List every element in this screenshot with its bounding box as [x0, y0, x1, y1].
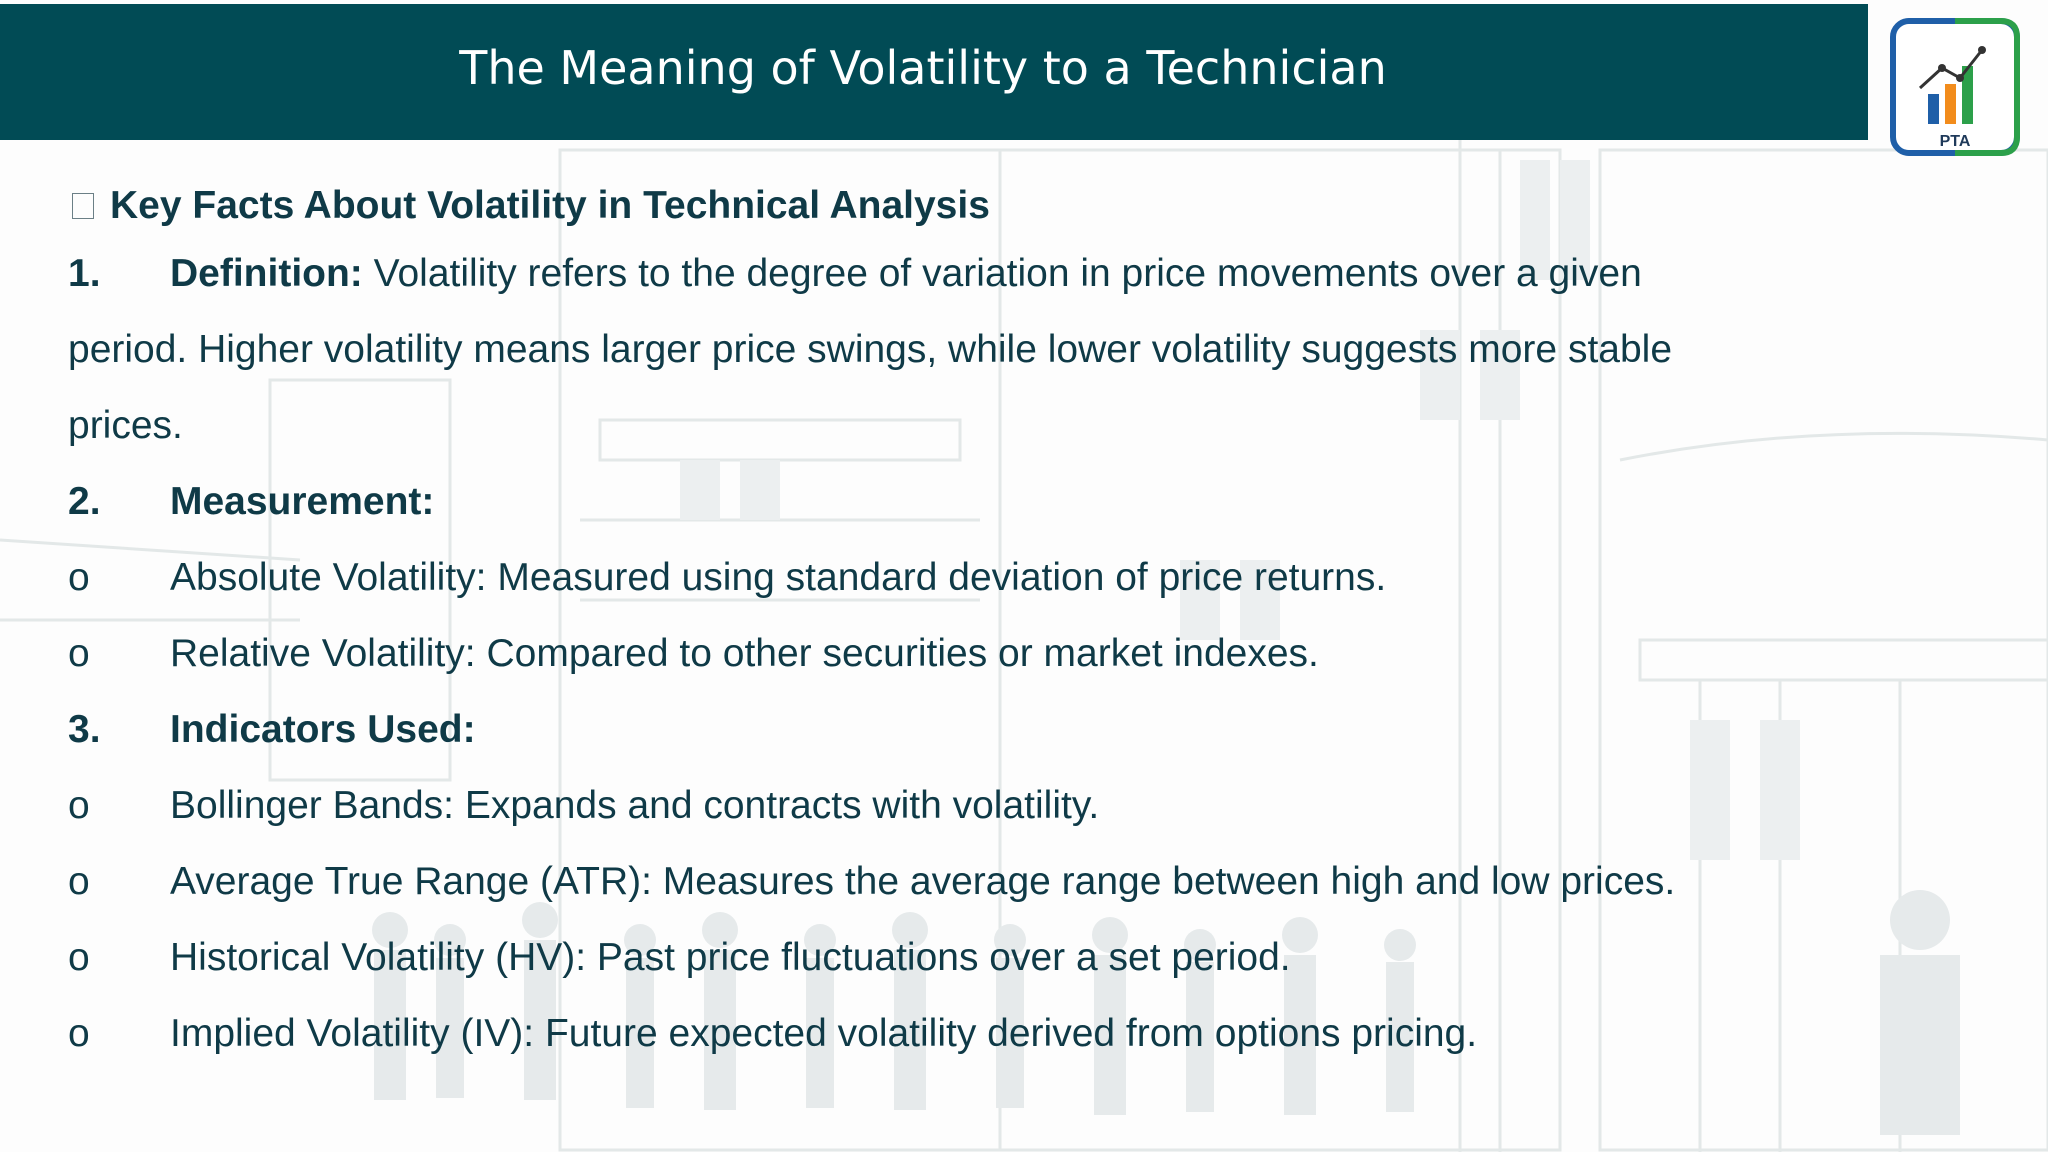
list-item-text: Average True Range (ATR): Measures the a… — [170, 860, 1676, 903]
bullet-marker: o — [68, 632, 90, 675]
section-1-continuation: prices. — [68, 404, 183, 447]
bullet-marker: o — [68, 860, 90, 903]
section-1-line: 1. Definition: Volatility refers to the d… — [68, 236, 1968, 312]
list-item: o Average True Range (ATR): Measures the … — [68, 844, 1968, 920]
list-item: o Bollinger Bands: Expands and contracts … — [68, 768, 1968, 844]
section-label: Indicators Used: — [170, 708, 476, 751]
section-number: 2. — [68, 480, 101, 523]
section-label: Measurement: — [170, 480, 435, 523]
checkbox-glyph-icon — [72, 193, 94, 219]
section-text: Volatility refers to the degree of varia… — [362, 252, 1642, 295]
list-item: o Absolute Volatility: Measured using sta… — [68, 540, 1968, 616]
list-item-text: Relative Volatility: Compared to other s… — [170, 632, 1319, 675]
section-number: 1. — [68, 252, 101, 295]
section-label: Definition: — [170, 252, 363, 295]
list-item-text: Bollinger Bands: Expands and contracts w… — [170, 784, 1100, 827]
section-number: 3. — [68, 708, 101, 751]
list-item: o Historical Volatility (HV): Past price … — [68, 920, 1968, 996]
slide-title: The Meaning of Volatility to a Technicia… — [459, 41, 1387, 95]
list-item: o Implied Volatility (IV): Future expecte… — [68, 996, 1968, 1072]
section-1-continuation: period. Higher volatility means larger p… — [68, 328, 1673, 371]
bullet-marker: o — [68, 936, 90, 979]
list-item-text: Historical Volatility (HV): Past price f… — [170, 936, 1291, 979]
bullet-marker: o — [68, 1012, 90, 1055]
pta-logo: PTA — [1890, 18, 2020, 156]
section-2-line: 2. Measurement: — [68, 464, 1968, 540]
logo-text: PTA — [1940, 133, 1971, 150]
bullet-marker: o — [68, 556, 90, 599]
list-item-text: Absolute Volatility: Measured using stan… — [170, 556, 1387, 599]
list-item: o Relative Volatility: Compared to other … — [68, 616, 1968, 692]
section-3-line: 3. Indicators Used: — [68, 692, 1968, 768]
title-bar: The Meaning of Volatility to a Technicia… — [0, 4, 1868, 140]
key-facts-heading: Key Facts About Volatility in Technical … — [68, 176, 1968, 236]
bullet-marker: o — [68, 784, 90, 827]
heading-text: Key Facts About Volatility in Technical … — [110, 184, 990, 227]
list-item-text: Implied Volatility (IV): Future expected… — [170, 1012, 1478, 1055]
slide-content: Key Facts About Volatility in Technical … — [68, 176, 1968, 1072]
